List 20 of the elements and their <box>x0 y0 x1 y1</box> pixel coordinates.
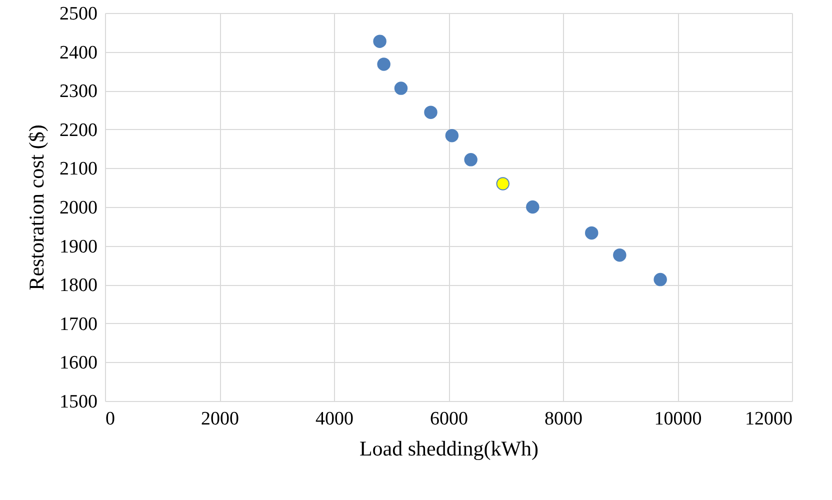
y-tick-label: 2200 <box>60 120 98 141</box>
x-tick-label: 4000 <box>316 408 354 430</box>
y-tick-label: 1600 <box>60 352 98 374</box>
x-axis-title: Load shedding(kWh) <box>359 436 539 460</box>
y-tick-label: 1800 <box>60 275 98 296</box>
y-tick-label: 1900 <box>60 236 98 258</box>
y-tick-label: 2100 <box>60 158 98 180</box>
y-axis-title: Restoration cost ($) <box>24 124 48 290</box>
y-tick-label: 2500 <box>60 4 98 24</box>
x-tick-label: 12000 <box>745 408 792 430</box>
y-tick-label: 1500 <box>60 392 98 412</box>
y-tick-label: 2300 <box>60 81 98 102</box>
x-tick-label: 10000 <box>654 408 702 430</box>
x-tick-label: 0 <box>106 408 115 430</box>
y-tick-label: 2400 <box>60 42 98 64</box>
x-tick-label: 2000 <box>201 408 239 430</box>
x-tick-label: 6000 <box>430 408 468 430</box>
y-tick-label: 2000 <box>60 198 98 218</box>
x-tick-label: 8000 <box>544 408 582 430</box>
y-tick-label: 1700 <box>60 314 98 335</box>
